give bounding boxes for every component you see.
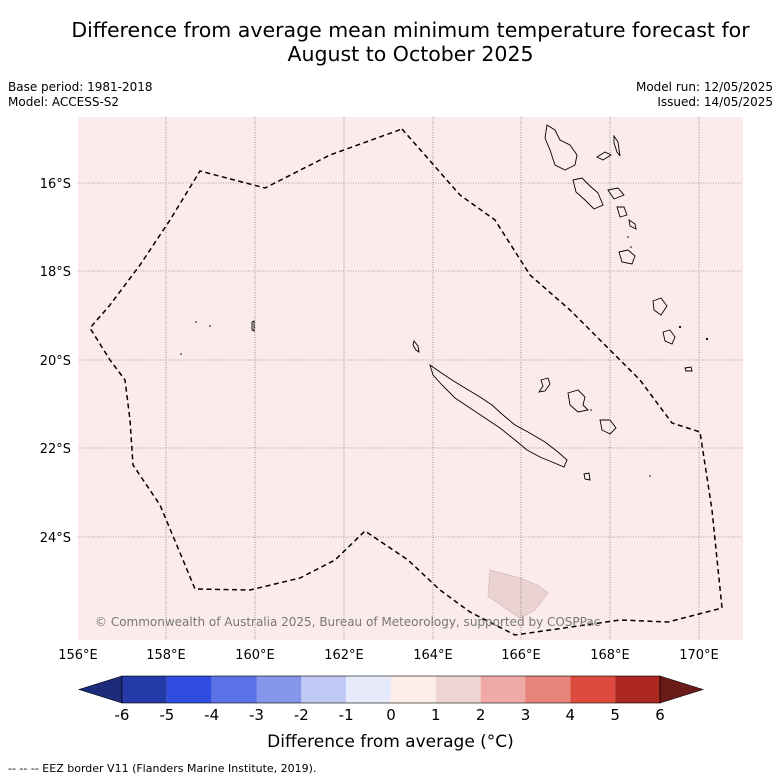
efate-island [618,249,636,265]
lon-label: 156°E [58,648,98,663]
colorbar-swatch [346,676,391,703]
eez-legend-note: -- -- -- EEZ border V11 (Flanders Marine… [8,762,317,775]
map-area [78,117,743,640]
colorbar-tick-label: 2 [476,706,486,724]
colorbar-tick-label: -2 [294,706,309,724]
colorbar-extend-high [659,675,705,704]
colorbar-swatch [256,676,302,703]
isle-of-pines [583,472,591,481]
longitude-labels: 156°E 158°E 160°E 162°E 164°E 166°E 168°… [58,648,719,663]
title-line-1: Difference from average mean minimum tem… [71,18,750,42]
colorbar-tick-label: 3 [521,706,531,724]
colorbar-tick-label: -1 [339,706,354,724]
colorbar-extend-low [77,675,123,704]
epi-shepherd-islands [616,206,637,230]
erromango-island [652,297,668,316]
gridlines [78,117,743,640]
chesterfield-islands [251,320,255,332]
issued-date: Issued: 14/05/2025 [657,95,773,109]
colorbar-swatch [570,676,616,703]
colorbar-swatch [525,676,571,703]
colorbar-swatch [615,676,660,703]
lon-label: 164°E [413,648,453,663]
new-caledonia-grande-terre [429,363,568,468]
ambae-island [596,151,612,161]
lon-label: 166°E [501,648,541,663]
espiritu-santo [544,124,578,171]
belep-islands [412,340,420,353]
maewo-island [613,134,621,157]
pentecost-ambrym [607,187,625,200]
colorbar-swatch [391,676,436,703]
colorbar-tick-label: 5 [610,706,620,724]
lat-label: 24°S [40,531,71,546]
colorbar [77,675,705,704]
aneityum-island [684,366,693,372]
map-title: Difference from average mean minimum tem… [0,18,781,66]
lon-label: 158°E [146,648,186,663]
malakula-island [572,177,604,210]
lat-label: 18°S [40,265,71,280]
colorbar-tick-label: 4 [566,706,576,724]
lon-label: 160°E [235,648,275,663]
lon-label: 168°E [590,648,630,663]
colorbar-tick-label: -4 [204,706,219,724]
small-islets [180,236,709,477]
lon-label: 170°E [679,648,719,663]
colorbar-swatch [480,676,526,703]
eez-border [89,128,723,636]
anomaly-patch [487,569,549,619]
title-line-2: August to October 2025 [287,42,534,66]
colorbar-outline [121,675,661,704]
run-info: Model run: 12/05/2025 Issued: 14/05/2025 [636,80,773,110]
mare-island [599,419,617,435]
colorbar-tick-label: 6 [655,706,665,724]
colorbar-swatch [122,676,167,703]
colorbar-tick-label: 1 [431,706,441,724]
colorbar-swatch [301,676,347,703]
tanna-island [662,329,676,345]
colorbar-swatch [211,676,257,703]
model-run: Model run: 12/05/2025 [635,80,773,94]
latitude-labels: 16°S 18°S 20°S 22°S 24°S [40,177,71,546]
ouvea-island [538,377,551,393]
colorbar-tick-label: -5 [159,706,174,724]
copyright-notice: © Commonwealth of Australia 2025, Bureau… [95,615,600,629]
lat-label: 22°S [40,442,71,457]
colorbar-swatch [435,676,481,703]
lat-label: 16°S [40,177,71,192]
colorbar-label: Difference from average (°C) [267,732,514,752]
lifou-island [567,389,589,413]
colorbar-tick-label: 0 [386,706,396,724]
lat-label: 20°S [40,354,71,369]
colorbar-swatch [166,676,212,703]
lon-label: 162°E [324,648,364,663]
colorbar-ticks: -6 -5 -4 -3 -2 -1 0 1 2 3 4 5 6 [115,706,665,724]
colorbar-tick-label: -3 [249,706,264,724]
base-period: Base period: 1981-2018 [8,80,153,94]
model-name: Model: ACCESS-S2 [8,95,120,109]
colorbar-tick-label: -6 [115,706,130,724]
model-info: Base period: 1981-2018 Model: ACCESS-S2 [8,80,153,110]
